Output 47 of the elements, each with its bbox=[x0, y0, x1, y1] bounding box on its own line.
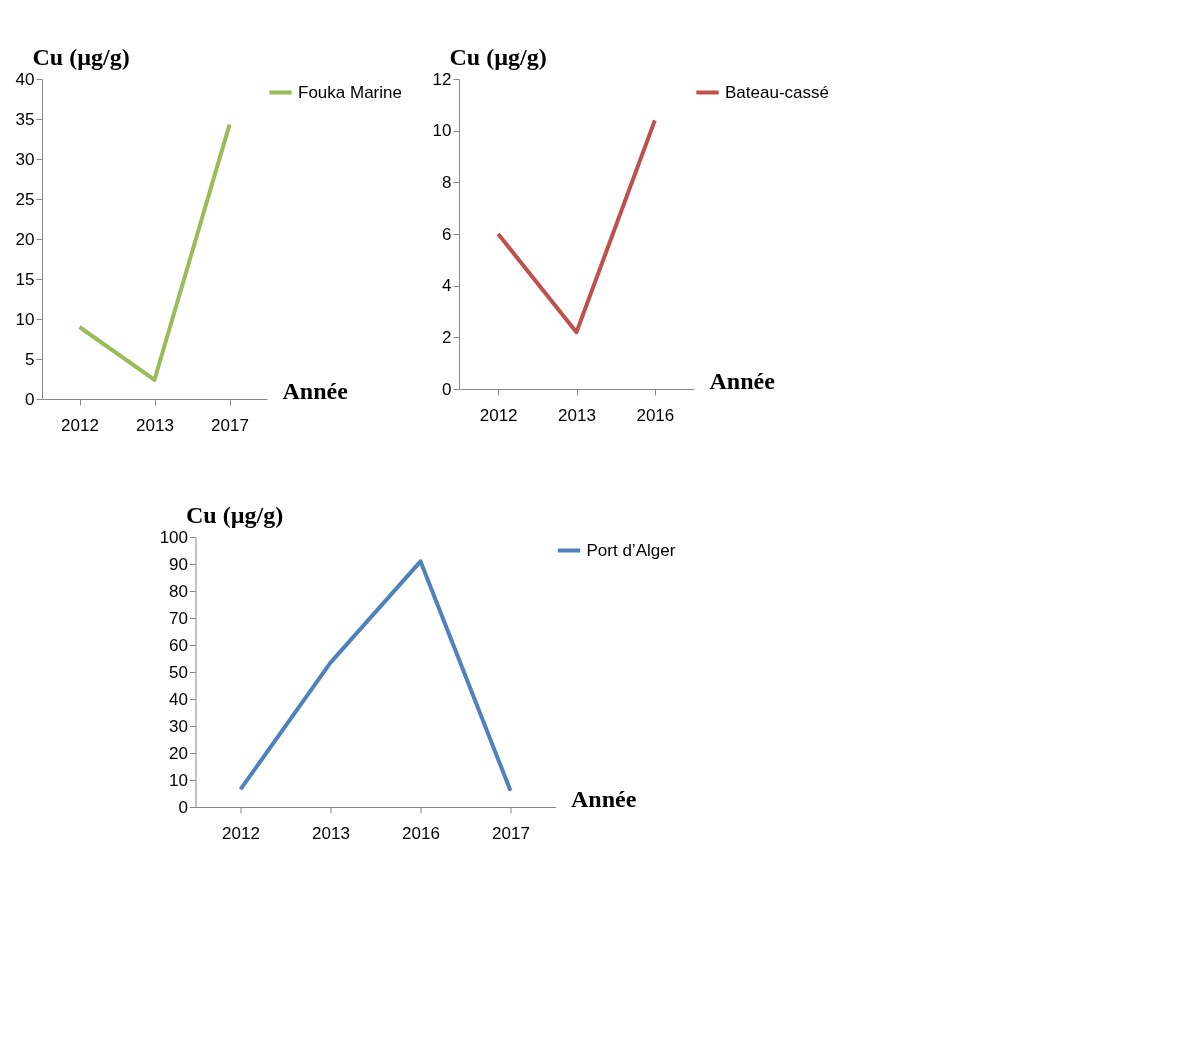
x-tick-label: 2012 bbox=[222, 823, 260, 843]
x-axis-title: Année bbox=[571, 785, 637, 812]
x-tick-label: 2012 bbox=[61, 415, 99, 435]
y-tick-label: 6 bbox=[442, 224, 452, 244]
y-tick-label: 15 bbox=[15, 269, 35, 289]
y-tick-label: 30 bbox=[169, 716, 188, 736]
y-tick-label: 90 bbox=[169, 554, 188, 574]
y-tick-label: 5 bbox=[25, 349, 35, 369]
y-tick-label: 0 bbox=[25, 389, 35, 409]
y-tick-label: 10 bbox=[432, 121, 452, 141]
y-axis-title: Cu (µg/g) bbox=[32, 43, 130, 70]
x-tick-label: 2017 bbox=[211, 415, 249, 435]
y-tick-label: 20 bbox=[169, 743, 188, 763]
x-tick-label: 2017 bbox=[492, 823, 530, 843]
y-tick-label: 4 bbox=[442, 276, 452, 296]
y-tick-label: 20 bbox=[15, 229, 35, 249]
y-axis-title: Cu (µg/g) bbox=[186, 501, 284, 528]
y-tick-label: 10 bbox=[169, 770, 188, 790]
line-series bbox=[238, 559, 513, 793]
y-tick-label: 40 bbox=[169, 689, 188, 709]
y-tick-label: 0 bbox=[178, 797, 188, 817]
y-axis-title: Cu (µg/g) bbox=[449, 43, 547, 70]
y-tick-label: 35 bbox=[15, 109, 35, 129]
legend-label: Bateau-cassé bbox=[725, 82, 829, 102]
x-tick-label: 2013 bbox=[312, 823, 350, 843]
y-tick-label: 40 bbox=[15, 69, 35, 89]
y-tick-label: 80 bbox=[169, 581, 188, 601]
y-tick-label: 0 bbox=[442, 379, 452, 399]
y-tick-label: 30 bbox=[15, 149, 35, 169]
x-axis-title: Année bbox=[282, 377, 349, 404]
x-axis-title: Année bbox=[709, 367, 776, 394]
y-tick-label: 60 bbox=[169, 635, 188, 655]
y-tick-label: 50 bbox=[169, 662, 188, 682]
y-tick-label: 10 bbox=[15, 309, 35, 329]
x-tick-label: 2013 bbox=[136, 415, 174, 435]
x-tick-label: 2016 bbox=[636, 405, 675, 425]
x-tick-label: 2016 bbox=[402, 823, 440, 843]
y-tick-label: 25 bbox=[15, 189, 35, 209]
legend-label: Port d’Alger bbox=[586, 540, 676, 560]
y-tick-label: 2 bbox=[442, 327, 452, 347]
y-tick-label: 70 bbox=[169, 608, 188, 628]
y-tick-label: 100 bbox=[159, 527, 188, 547]
y-tick-label: 12 bbox=[432, 69, 452, 89]
y-tick-label: 8 bbox=[442, 172, 452, 192]
legend-label: Fouka Marine bbox=[298, 82, 402, 102]
x-tick-label: 2012 bbox=[479, 405, 518, 425]
x-tick-label: 2013 bbox=[558, 405, 596, 425]
